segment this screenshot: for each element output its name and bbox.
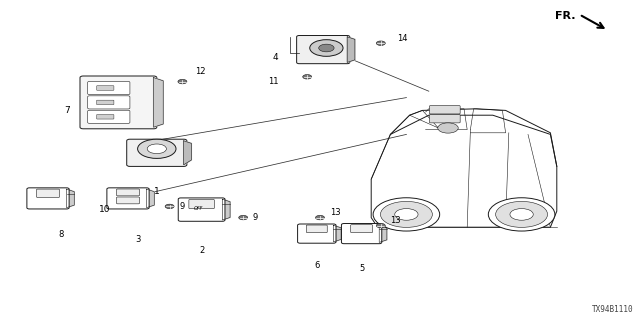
Text: 10: 10 bbox=[99, 205, 111, 214]
Polygon shape bbox=[67, 189, 74, 208]
Text: 13: 13 bbox=[330, 208, 340, 217]
Text: 9: 9 bbox=[179, 202, 184, 211]
Circle shape bbox=[178, 79, 187, 84]
Polygon shape bbox=[184, 141, 191, 165]
FancyBboxPatch shape bbox=[307, 225, 327, 233]
Text: 2: 2 bbox=[199, 246, 204, 255]
Text: 9: 9 bbox=[253, 213, 258, 222]
FancyBboxPatch shape bbox=[298, 224, 336, 243]
FancyBboxPatch shape bbox=[80, 76, 157, 129]
Polygon shape bbox=[347, 37, 355, 62]
Text: 13: 13 bbox=[390, 216, 401, 225]
FancyBboxPatch shape bbox=[88, 81, 130, 95]
Text: 1: 1 bbox=[154, 187, 159, 196]
FancyBboxPatch shape bbox=[107, 188, 149, 209]
Circle shape bbox=[316, 215, 324, 220]
Circle shape bbox=[438, 123, 458, 133]
Text: 14: 14 bbox=[397, 34, 407, 43]
Polygon shape bbox=[147, 189, 154, 208]
FancyBboxPatch shape bbox=[36, 189, 60, 197]
FancyBboxPatch shape bbox=[116, 197, 140, 204]
Text: 6: 6 bbox=[314, 261, 319, 270]
Circle shape bbox=[380, 201, 433, 228]
FancyBboxPatch shape bbox=[97, 100, 114, 105]
FancyBboxPatch shape bbox=[351, 225, 372, 233]
Text: 3: 3 bbox=[135, 235, 140, 244]
Circle shape bbox=[239, 215, 248, 220]
FancyBboxPatch shape bbox=[116, 189, 140, 196]
FancyBboxPatch shape bbox=[97, 115, 114, 119]
FancyBboxPatch shape bbox=[127, 139, 187, 166]
FancyBboxPatch shape bbox=[342, 223, 381, 244]
FancyBboxPatch shape bbox=[429, 106, 460, 114]
Circle shape bbox=[510, 209, 533, 220]
Text: 8: 8 bbox=[58, 230, 63, 239]
Text: 5: 5 bbox=[359, 264, 364, 273]
Circle shape bbox=[376, 223, 385, 228]
Circle shape bbox=[303, 75, 312, 79]
Circle shape bbox=[495, 201, 548, 228]
Polygon shape bbox=[154, 78, 163, 127]
FancyBboxPatch shape bbox=[88, 110, 130, 123]
FancyBboxPatch shape bbox=[27, 188, 69, 209]
FancyBboxPatch shape bbox=[178, 198, 225, 221]
Circle shape bbox=[488, 198, 555, 231]
Text: 12: 12 bbox=[195, 68, 205, 76]
Text: 11: 11 bbox=[268, 77, 278, 86]
Text: 4: 4 bbox=[273, 53, 278, 62]
Polygon shape bbox=[333, 225, 341, 242]
Polygon shape bbox=[223, 199, 230, 220]
Circle shape bbox=[373, 198, 440, 231]
Circle shape bbox=[147, 144, 166, 154]
Circle shape bbox=[138, 139, 176, 158]
Text: 7: 7 bbox=[65, 106, 70, 115]
Circle shape bbox=[319, 44, 334, 52]
Text: OFF: OFF bbox=[194, 205, 203, 211]
Circle shape bbox=[165, 204, 174, 209]
Polygon shape bbox=[379, 225, 387, 243]
FancyBboxPatch shape bbox=[88, 96, 130, 109]
FancyBboxPatch shape bbox=[189, 199, 214, 209]
FancyBboxPatch shape bbox=[97, 86, 114, 90]
Circle shape bbox=[310, 40, 343, 56]
Circle shape bbox=[395, 209, 418, 220]
Text: TX94B1110: TX94B1110 bbox=[592, 305, 634, 314]
FancyBboxPatch shape bbox=[297, 36, 349, 64]
Circle shape bbox=[376, 41, 385, 45]
Text: FR.: FR. bbox=[556, 11, 576, 21]
FancyBboxPatch shape bbox=[429, 115, 460, 123]
